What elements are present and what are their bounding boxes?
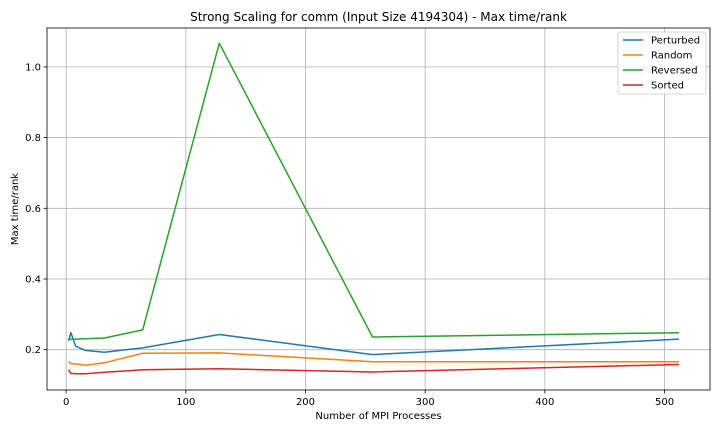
y-axis-label: Max time/rank <box>10 173 21 245</box>
series-line-sorted <box>67 363 679 375</box>
x-axis-label: Number of MPI Processes <box>315 411 441 422</box>
series-line-perturbed <box>67 331 679 356</box>
x-tick-label: 200 <box>296 397 315 408</box>
series-line-random <box>67 352 679 367</box>
chart-title: Strong Scaling for comm (Input Size 4194… <box>190 10 567 24</box>
legend-box <box>617 31 707 95</box>
legend-label-sorted: Sorted <box>651 81 684 92</box>
x-tick-label: 300 <box>416 397 435 408</box>
legend-label-reversed: Reversed <box>651 66 698 77</box>
x-tick-label: 0 <box>63 397 69 408</box>
y-tick-label: 0.6 <box>25 204 41 215</box>
x-tick-label: 400 <box>535 397 554 408</box>
x-tick-label: 100 <box>176 397 195 408</box>
legend-label-random: Random <box>651 51 692 62</box>
series-lines <box>67 42 679 375</box>
legend-label-perturbed: Perturbed <box>651 36 700 47</box>
plot-frame <box>46 27 711 391</box>
ticks: 0 100 200 300 400 500 0.2 0.4 0.6 0.8 1.0 <box>25 62 674 408</box>
y-tick-label: 1.0 <box>25 62 41 73</box>
y-tick-label: 0.8 <box>25 133 41 144</box>
y-tick-label: 0.4 <box>25 274 41 285</box>
legend: Perturbed Random Reversed Sorted <box>617 31 707 95</box>
y-tick-label: 0.2 <box>25 345 41 356</box>
series-line-reversed <box>68 42 679 341</box>
x-tick-label: 500 <box>655 397 674 408</box>
